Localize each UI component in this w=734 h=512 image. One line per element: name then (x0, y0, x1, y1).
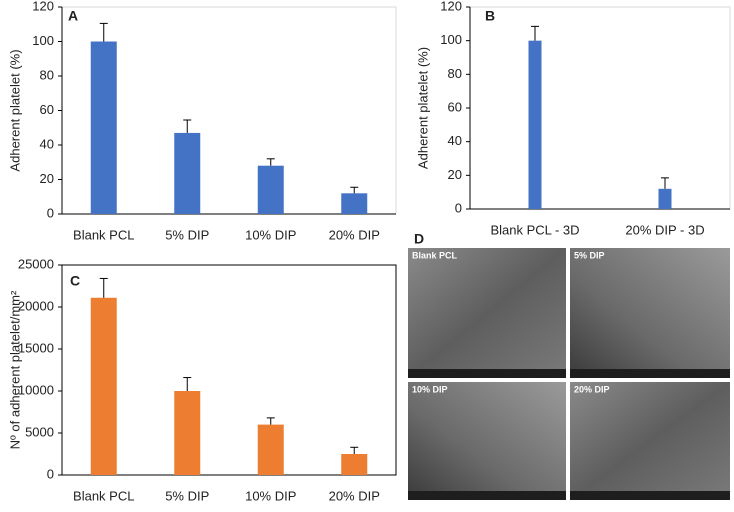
y-tick-label: 0 (47, 205, 54, 220)
bar (658, 188, 672, 209)
y-tick-label: 120 (32, 0, 54, 13)
bar (257, 165, 284, 214)
x-tick-label: 10% DIP (245, 488, 296, 503)
image-caption: Blank PCL (412, 250, 458, 260)
bar (528, 40, 542, 209)
x-tick-label: 20% DIP (329, 488, 380, 503)
y-tick-label: 5000 (25, 424, 54, 439)
y-tick-label: 60 (448, 99, 462, 114)
plot-frame (469, 6, 731, 210)
bar (90, 297, 117, 475)
bar (90, 41, 117, 214)
image-caption: 5% DIP (574, 250, 605, 260)
x-tick-label: 20% DIP - 3D (625, 222, 704, 237)
y-tick-label: 20 (448, 167, 462, 182)
sem-info-bar (408, 491, 566, 500)
bar (341, 454, 368, 475)
sem-image (408, 382, 566, 500)
y-tick-label: 25000 (18, 256, 54, 271)
y-tick-label: 40 (40, 136, 54, 151)
y-tick-label: 120 (440, 0, 462, 13)
y-tick-label: 0 (47, 466, 54, 481)
y-tick-label: 20 (40, 171, 54, 186)
sem-image (570, 382, 730, 500)
y-tick-label: 10000 (18, 382, 54, 397)
y-tick-label: 80 (448, 66, 462, 81)
y-tick-label: 100 (440, 32, 462, 47)
x-tick-label: Blank PCL (73, 488, 134, 503)
sem-info-bar (408, 369, 566, 378)
y-tick-label: 0 (455, 200, 462, 215)
y-tick-label: 20000 (18, 298, 54, 313)
sem-info-bar (570, 491, 730, 500)
y-axis-label: Adherent platelet (%) (7, 49, 22, 171)
x-tick-label: Blank PCL (73, 227, 134, 242)
bar (174, 132, 201, 214)
x-tick-label: 5% DIP (165, 488, 209, 503)
panel-label: C (70, 273, 80, 289)
y-tick-label: 100 (32, 33, 54, 48)
y-axis-label: Adherent platelet (%) (415, 47, 430, 169)
bar (174, 391, 201, 475)
y-tick-label: 60 (40, 102, 54, 117)
y-tick-label: 80 (40, 67, 54, 82)
bar (257, 424, 284, 475)
sem-image (570, 248, 730, 378)
sem-info-bar (570, 369, 730, 378)
y-axis-label: Nº of adherent platelet/mm² (7, 290, 22, 449)
sem-image (408, 248, 566, 378)
image-caption: 20% DIP (574, 384, 610, 394)
panel-label: A (68, 8, 78, 24)
x-tick-label: Blank PCL - 3D (490, 222, 579, 237)
image-caption: 10% DIP (412, 384, 448, 394)
x-tick-label: 10% DIP (245, 227, 296, 242)
x-tick-label: 20% DIP (329, 227, 380, 242)
y-tick-label: 15000 (18, 340, 54, 355)
y-tick-label: 40 (448, 133, 462, 148)
panel-label: D (414, 231, 424, 247)
bar (341, 193, 368, 214)
panel-label: B (485, 8, 495, 24)
x-tick-label: 5% DIP (165, 227, 209, 242)
